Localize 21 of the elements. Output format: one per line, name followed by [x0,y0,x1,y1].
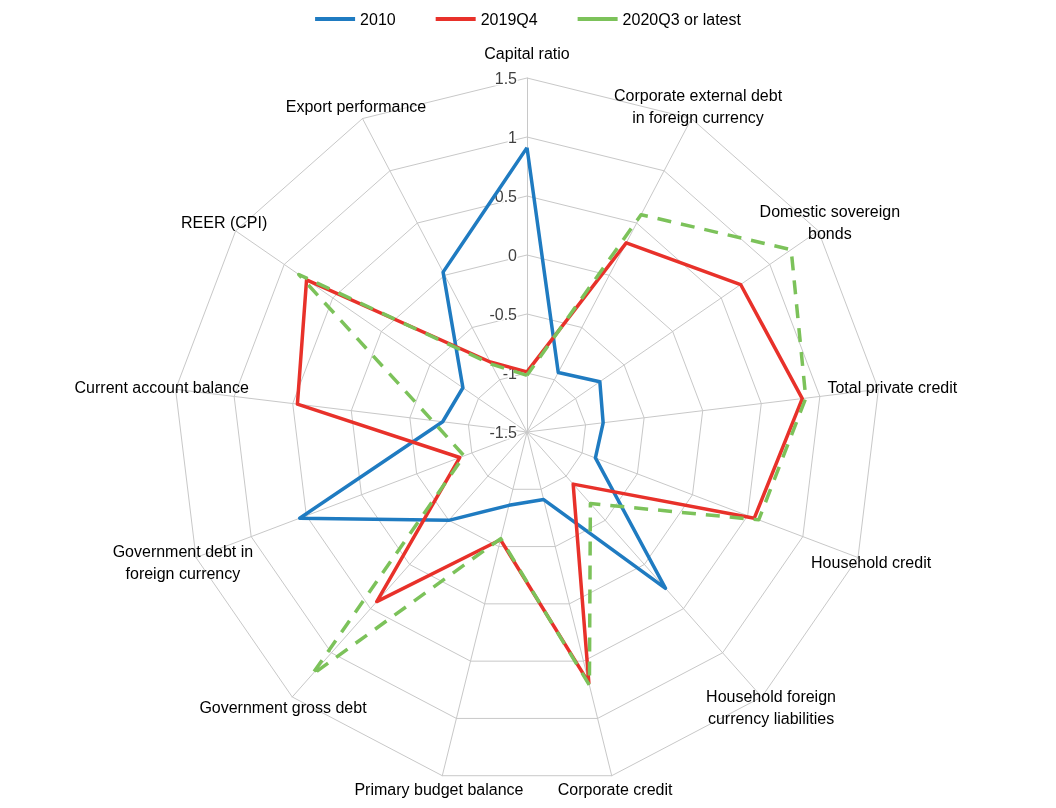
legend-label: 2020Q3 or latest [622,10,742,28]
spoke-label: Household foreign currency liabilities [706,687,836,727]
spoke-label: REER (CPI) [181,214,268,232]
y-tick-label: -1.5 [489,423,518,441]
y-tick-label: 0 [508,246,518,264]
spoke-label: Domestic sovereign bonds [759,203,901,243]
spoke-label: Corporate external debt in foreign currency [613,86,783,126]
y-tick-label: 1.5 [494,69,518,87]
legend-label: 2019Q4 [480,10,538,28]
legend-label: 2010 [360,10,396,28]
spoke-label: Corporate credit [557,780,673,798]
spoke-label: Capital ratio [484,44,570,62]
spoke-label: Export performance [285,97,427,115]
spoke-label: Primary budget balance [354,780,524,798]
y-tick-label: -0.5 [489,305,518,323]
spoke-label: Household credit [811,553,932,571]
spoke-label: Total private credit [827,379,958,397]
y-tick-label: 1 [508,128,518,146]
spoke-label: Government debt in foreign currency [112,542,254,582]
spoke-label: Government gross debt [199,698,368,716]
spoke-label: Current account balance [74,379,249,397]
